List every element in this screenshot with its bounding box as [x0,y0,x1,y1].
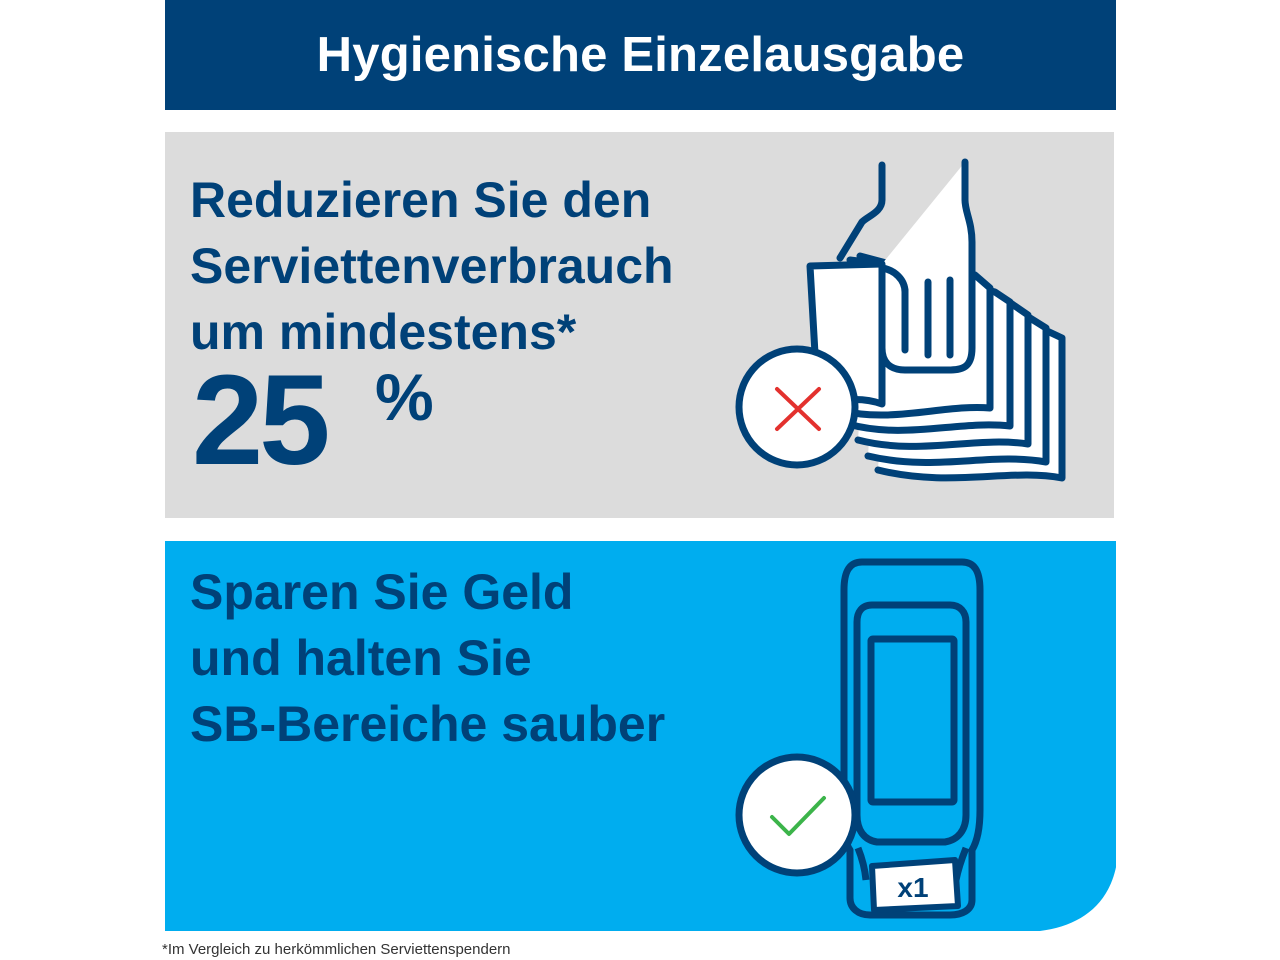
reduction-unit: % [375,360,434,434]
hand-grabbing-napkins-icon [735,158,1066,482]
header-bar: Hygienische Einzelausgabe [165,0,1116,110]
page-title: Hygienische Einzelausgabe [316,28,965,82]
save-line-2: und halten Sie [190,630,532,686]
reduction-number: 25 [192,349,330,492]
save-headline: Sparen Sie Geld und halten Sie SB-Bereic… [190,559,665,757]
check-badge [735,753,859,877]
reduce-line-3: um mindestens* [190,304,577,360]
panel-corner-curve [1040,862,1117,931]
green-check-icon [770,796,826,836]
footnote: *Im Vergleich zu herkömmlichen Serviette… [162,941,511,958]
reduce-line-1: Reduzieren Sie den [190,172,652,228]
red-cross-icon [775,387,821,431]
save-line-3: SB-Bereiche sauber [190,696,666,752]
save-line-1: Sparen Sie Geld [190,564,574,620]
reduce-headline: Reduzieren Sie den Serviettenverbrauch u… [190,167,674,365]
napkin-dispenser-icon: x1 [735,558,984,919]
dispenser-label: x1 [897,872,928,903]
reduce-line-2: Serviettenverbrauch [190,238,674,294]
